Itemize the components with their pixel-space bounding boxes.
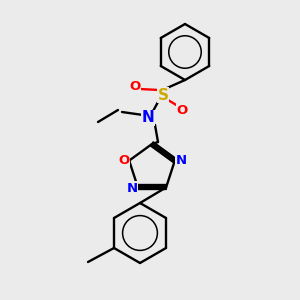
- Text: N: N: [175, 154, 186, 167]
- Text: O: O: [118, 154, 130, 167]
- Text: S: S: [158, 88, 169, 103]
- Text: N: N: [142, 110, 154, 125]
- Text: O: O: [129, 80, 141, 94]
- Text: O: O: [176, 103, 188, 116]
- Text: N: N: [126, 182, 137, 195]
